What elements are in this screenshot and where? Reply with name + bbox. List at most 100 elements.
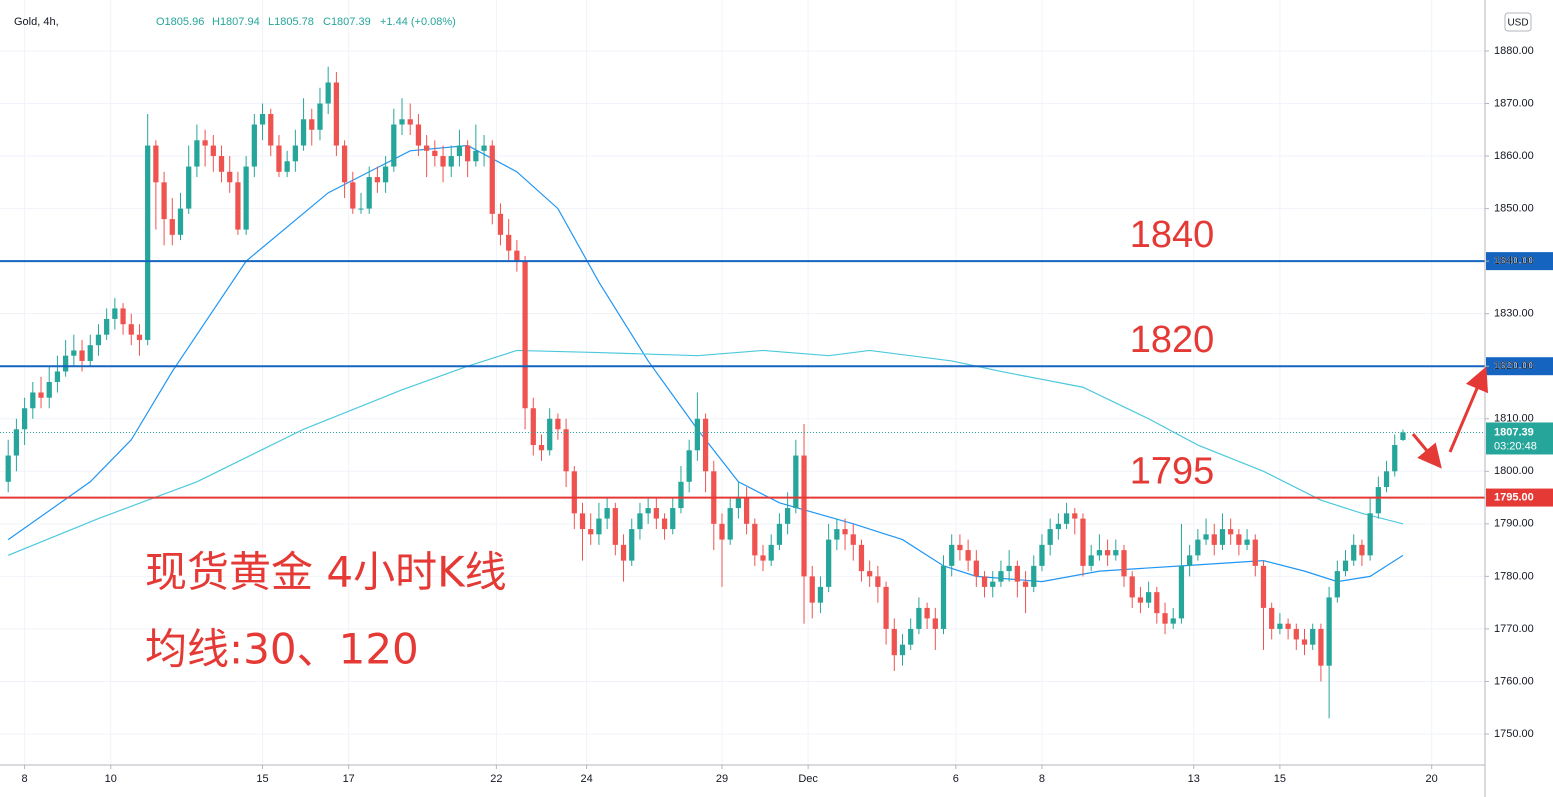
candle-body [1351, 544, 1357, 561]
candle-body [1006, 565, 1012, 572]
candle-body [1260, 565, 1267, 608]
candle-body [645, 508, 651, 514]
candle-body [1359, 544, 1365, 556]
candle-body [1326, 597, 1332, 666]
y-tick-label: 1810.00 [1494, 413, 1534, 425]
candle-body [908, 628, 914, 645]
candle-body [637, 513, 643, 530]
x-tick-label: 29 [716, 773, 728, 785]
currency[interactable]: USD [1507, 18, 1528, 29]
candle-body [1031, 565, 1037, 587]
candle-body [867, 571, 873, 577]
price-tag [1486, 252, 1553, 271]
candle-body [1252, 539, 1258, 566]
candle-body [210, 145, 216, 157]
candle-body [883, 586, 889, 629]
level-annotation: 1840 [1130, 214, 1215, 256]
candle-body [432, 150, 438, 157]
candle-body [743, 497, 750, 524]
candle-body [1088, 555, 1094, 566]
y-tick-label: 1830.00 [1494, 308, 1534, 320]
candle-body [481, 145, 487, 151]
candle-body [227, 171, 233, 183]
candle-body [809, 576, 815, 603]
x-tick-label: 13 [1188, 773, 1200, 785]
annotation: 现货黄金 4小时K线 [145, 548, 507, 597]
candle-body [858, 544, 865, 572]
candle-body [1080, 518, 1086, 566]
candle-body [489, 145, 495, 214]
candle-body [924, 607, 930, 619]
candle-body [612, 508, 618, 545]
x-tick-label: 24 [580, 773, 592, 785]
candle-body [382, 166, 389, 183]
candle-body [424, 145, 430, 151]
candle-body [13, 429, 20, 456]
candle-body [727, 508, 733, 540]
price-tag-label: 1820.00 [1494, 360, 1534, 372]
candle-body [21, 408, 28, 430]
y-tick-label: 1880.00 [1494, 45, 1534, 57]
y-tick-label: 1790.00 [1494, 518, 1534, 530]
candle-body [186, 166, 192, 209]
x-tick-label: Dec [798, 773, 818, 785]
price-tag-label: 1807.39 [1494, 426, 1534, 438]
candle-body [1236, 534, 1242, 545]
arrow [1411, 433, 1442, 469]
price-tag [1486, 422, 1553, 455]
candle-body [1104, 550, 1111, 556]
candle-body [243, 166, 249, 230]
candle-body [276, 145, 282, 172]
x-tick-label: 17 [343, 773, 355, 785]
candle-body [538, 445, 545, 451]
x-tick-label: 15 [256, 773, 268, 785]
candle-body [1392, 445, 1398, 472]
candle-body [366, 177, 372, 209]
candles [5, 66, 1406, 719]
candle-body [1047, 529, 1053, 545]
candle-body [1400, 432, 1406, 440]
candle-body [571, 471, 577, 514]
candle-body [760, 555, 766, 561]
currency-button[interactable] [1504, 12, 1532, 32]
candle-body [1014, 565, 1020, 582]
candle-body [194, 140, 200, 167]
candle-body [235, 182, 241, 230]
x-tick-label: 6 [953, 773, 959, 785]
level-annotation: 1820 [1130, 319, 1215, 361]
candle-body [932, 618, 938, 629]
candle-body [817, 586, 824, 603]
candle-body [1022, 581, 1029, 587]
candle-body [1367, 513, 1373, 556]
candle-body [826, 539, 832, 587]
candle-body [1178, 565, 1185, 619]
candle-body [1211, 534, 1217, 545]
legend-low: L1805.78 [268, 16, 314, 28]
y-tick-label: 1850.00 [1494, 202, 1534, 214]
candle-body [1318, 628, 1324, 666]
candle-body [661, 518, 668, 530]
x-tick-label: 22 [490, 773, 502, 785]
candle-body [136, 334, 143, 340]
candle-body [514, 250, 520, 262]
axes: 1750.00 1760.00 1770.00 1780.00 1790.00 1800.… [22, 45, 1534, 785]
legend-open: O1805.96 [156, 16, 204, 28]
candle-body [1055, 523, 1061, 530]
candle-body [259, 114, 266, 125]
price-tag [1486, 357, 1553, 376]
candle-body [981, 576, 988, 587]
candle-body [547, 418, 553, 451]
candle-body [1375, 487, 1381, 514]
candle-body [1195, 539, 1201, 556]
x-tick-label: 20 [1426, 773, 1438, 785]
y-tick-label: 1770.00 [1494, 623, 1534, 635]
candle-body [1228, 529, 1234, 535]
candle-body [1244, 539, 1250, 545]
candle-body [834, 529, 840, 540]
candle-body [965, 550, 971, 561]
candle-body [440, 156, 446, 167]
candle-body [522, 261, 528, 409]
candle-body [5, 455, 11, 482]
